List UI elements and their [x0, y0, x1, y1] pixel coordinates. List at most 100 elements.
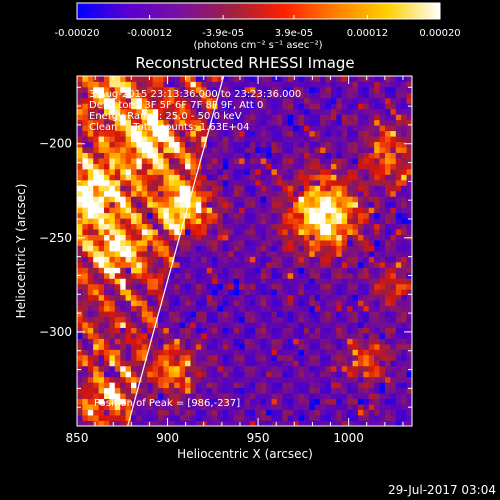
heatmap-cell: [401, 97, 407, 104]
heatmap-cell: [336, 234, 343, 241]
heatmap-cell: [168, 316, 175, 323]
heatmap-cell: [320, 349, 326, 356]
annotation-block: 3-Aug-2015 23:13:36.000 to 23:23:36.000 …: [89, 89, 301, 133]
heatmap-cell: [163, 158, 170, 164]
heatmap-cell: [152, 305, 159, 312]
heatmap-cell: [190, 76, 197, 82]
heatmap-cell: [309, 360, 316, 367]
heatmap-cell: [276, 201, 283, 208]
heatmap-cell: [136, 289, 143, 296]
heatmap-cell: [222, 158, 229, 164]
heatmap-cell: [309, 158, 316, 164]
heatmap-cell: [114, 152, 121, 159]
heatmap-cell: [147, 174, 154, 181]
heatmap-cell: [401, 103, 407, 110]
heatmap-cell: [244, 311, 251, 318]
heatmap-cell: [168, 365, 175, 372]
heatmap-cell: [309, 316, 316, 323]
heatmap-cell: [104, 196, 110, 203]
heatmap-cell: [163, 168, 170, 175]
heatmap-cell: [206, 404, 213, 410]
heatmap-cell: [185, 125, 191, 132]
heatmap-cell: [384, 409, 391, 416]
heatmap-cell: [401, 376, 407, 383]
heatmap-cell: [363, 119, 370, 126]
heatmap-cell: [395, 81, 402, 88]
heatmap-cell: [195, 97, 202, 104]
heatmap-cell: [374, 409, 380, 416]
heatmap-cell: [271, 185, 278, 192]
heatmap-cell: [325, 256, 332, 263]
heatmap-cell: [201, 278, 208, 285]
heatmap-cell: [152, 158, 159, 164]
heatmap-cell: [190, 190, 197, 197]
heatmap-cell: [206, 371, 213, 378]
heatmap-cell: [174, 256, 181, 263]
heatmap-cell: [120, 294, 127, 301]
heatmap-cell: [266, 179, 272, 186]
heatmap-cell: [309, 201, 316, 208]
heatmap-cell: [357, 409, 364, 416]
heatmap-cell: [190, 245, 197, 252]
heatmap-cell: [298, 272, 305, 279]
heatmap-cell: [374, 393, 380, 400]
heatmap-cell: [330, 240, 337, 246]
heatmap-cell: [395, 158, 402, 164]
heatmap-cell: [98, 201, 105, 208]
heatmap-cell: [185, 365, 191, 372]
heatmap-cell: [82, 316, 89, 323]
heatmap-cell: [82, 229, 89, 235]
heatmap-cell: [141, 108, 148, 115]
heatmap-cell: [368, 136, 375, 143]
colorbar-tick-label: -0.00020: [55, 28, 100, 39]
heatmap-cell: [131, 393, 137, 400]
heatmap-cell: [276, 130, 283, 137]
heatmap-cell: [212, 125, 218, 132]
heatmap-cell: [98, 289, 105, 296]
heatmap-cell: [276, 103, 283, 110]
heatmap-cell: [201, 179, 208, 186]
heatmap-cell: [379, 300, 386, 307]
heatmap-cell: [298, 251, 305, 257]
heatmap-cell: [152, 163, 159, 170]
heatmap-cell: [77, 267, 83, 274]
heatmap-cell: [158, 261, 164, 268]
heatmap-cell: [347, 201, 353, 208]
heatmap-cell: [98, 125, 105, 132]
heatmap-cell: [282, 86, 289, 93]
heatmap-cell: [131, 114, 137, 121]
heatmap-cell: [390, 185, 397, 192]
heatmap-cell: [298, 387, 305, 394]
heatmap-cell: [82, 108, 89, 115]
heatmap-cell: [104, 223, 110, 230]
heatmap-cell: [147, 327, 154, 334]
heatmap-cell: [379, 108, 386, 115]
heatmap-cell: [374, 360, 380, 367]
heatmap-cell: [168, 168, 175, 175]
heatmap-cell: [374, 190, 380, 197]
heatmap-cell: [336, 92, 343, 99]
heatmap-cell: [352, 300, 359, 307]
heatmap-cell: [190, 333, 197, 339]
heatmap-cell: [271, 376, 278, 383]
heatmap-cell: [158, 185, 164, 192]
heatmap-cell: [201, 415, 208, 421]
heatmap-cell: [185, 256, 191, 263]
heatmap-cell: [228, 327, 235, 334]
heatmap-cell: [77, 223, 83, 230]
heatmap-cell: [233, 245, 240, 252]
heatmap-cell: [249, 130, 256, 137]
heatmap-cell: [233, 196, 240, 203]
heatmap-cell: [120, 168, 127, 175]
heatmap-cell: [320, 190, 326, 197]
heatmap-cell: [276, 125, 283, 132]
heatmap-cell: [190, 86, 197, 93]
heatmap-cell: [131, 163, 137, 170]
heatmap-cell: [174, 201, 181, 208]
heatmap-cell: [374, 234, 380, 241]
heatmap-cell: [158, 136, 164, 143]
heatmap-cell: [368, 174, 375, 181]
heatmap-cell: [282, 245, 289, 252]
heatmap-cell: [390, 256, 397, 263]
heatmap-cell: [357, 196, 364, 203]
